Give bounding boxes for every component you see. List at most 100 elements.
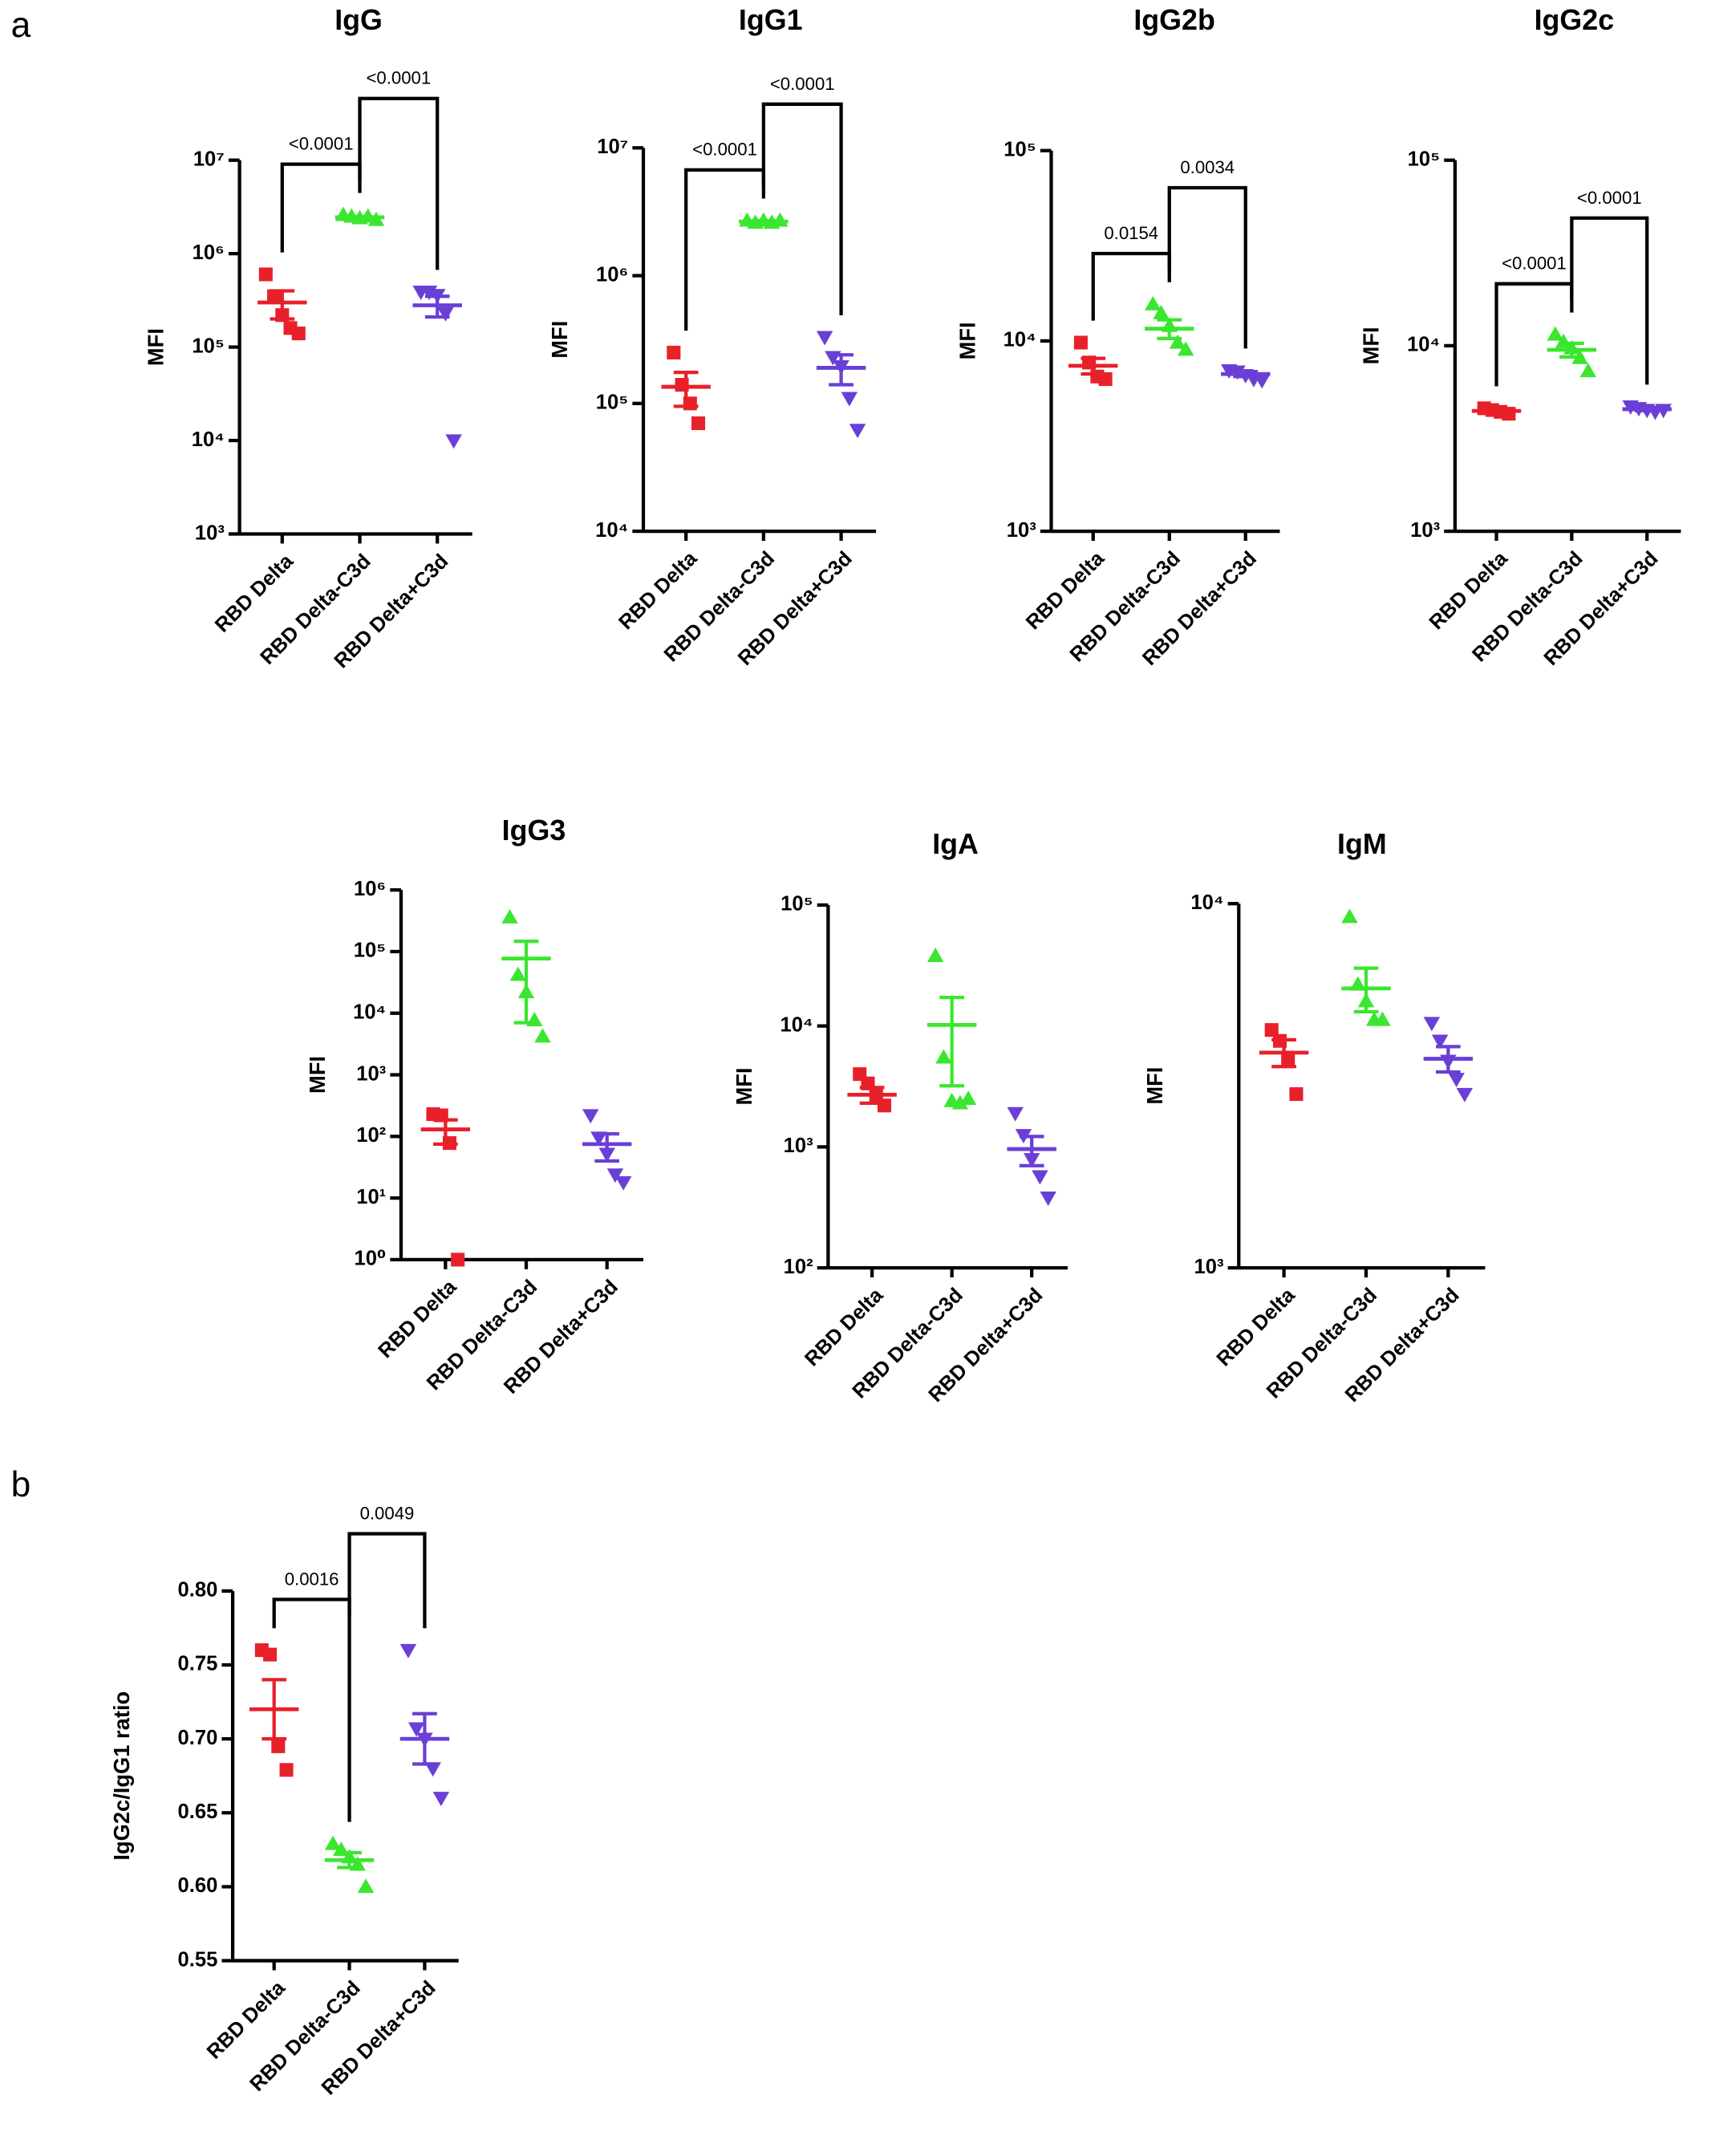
series: [847, 1067, 897, 1113]
comparison-label: 0.0049: [360, 1503, 415, 1523]
y-tick-label: 0.60: [178, 1874, 218, 1897]
chart-title: IgA: [932, 828, 979, 860]
series: [1068, 335, 1118, 387]
y-axis-label: MFI: [143, 328, 168, 366]
y-tick-label: 10³: [1194, 1256, 1224, 1278]
data-point: [951, 1094, 969, 1110]
chart-title: IgG1: [739, 4, 803, 36]
comparison-bracket: [1570, 216, 1649, 385]
data-point: [451, 1253, 465, 1267]
data-point: [534, 1028, 551, 1043]
comparison-bracket: [358, 96, 440, 270]
series: [1471, 401, 1522, 421]
panel-label: a: [11, 6, 31, 45]
error-bar: [829, 353, 853, 387]
comparison-label: 0.0016: [285, 1569, 339, 1589]
data-point: [1264, 1023, 1279, 1037]
y-tick-label: 10³: [356, 1062, 386, 1085]
series: [1259, 1023, 1309, 1102]
data-point: [1448, 1073, 1465, 1088]
y-tick-label: 10⁵: [1003, 138, 1036, 160]
y-tick-label: 10³: [195, 522, 225, 544]
data-point: [935, 1049, 952, 1064]
y-axis-label: MFI: [547, 321, 572, 359]
data-point: [606, 1168, 624, 1184]
error-bar: [270, 289, 295, 321]
y-axis-label: IgG2c/IgG1 ratio: [109, 1691, 134, 1861]
data-point: [1153, 304, 1170, 319]
comparison-label: <0.0001: [770, 74, 835, 94]
y-tick-label: 0.65: [178, 1801, 218, 1823]
y-axis-label: MFI: [305, 1056, 330, 1094]
y-tick-label: 10⁴: [1407, 334, 1440, 356]
y-tick-label: 0.80: [178, 1579, 218, 1602]
data-point: [1374, 1011, 1391, 1026]
error-bar: [594, 1131, 620, 1163]
data-point: [271, 1739, 286, 1753]
y-tick-label: 10⁶: [193, 242, 225, 264]
series: [1145, 295, 1194, 356]
comparison-label: <0.0001: [1502, 254, 1567, 274]
data-point: [582, 1109, 599, 1124]
data-point: [501, 908, 518, 924]
series: [334, 206, 385, 226]
data-point: [1032, 1170, 1048, 1185]
series: [926, 948, 977, 1110]
chart-title: IgM: [1337, 828, 1387, 860]
y-axis-label: MFI: [955, 322, 979, 359]
data-point: [324, 1835, 342, 1850]
comparison-label: <0.0001: [1577, 188, 1642, 208]
chart-title: IgG2b: [1133, 4, 1215, 36]
panel-label: b: [11, 1465, 31, 1504]
comparison-bracket: [684, 168, 766, 331]
data-point: [1145, 295, 1162, 311]
series: [1341, 908, 1391, 1026]
y-tick-label: 10²: [356, 1124, 386, 1147]
series: [816, 331, 866, 439]
comparison-bracket: [280, 162, 362, 253]
data-point: [667, 345, 681, 359]
data-point: [399, 1643, 417, 1659]
series: [1622, 400, 1672, 420]
x-tick-label: RBD Delta: [1213, 1284, 1300, 1371]
series: [249, 1643, 299, 1777]
y-tick-label: 10⁵: [354, 940, 386, 962]
data-point: [267, 289, 282, 303]
data-point: [357, 1878, 375, 1894]
y-tick-label: 10³: [1410, 519, 1440, 542]
data-point: [1341, 908, 1358, 924]
data-point: [437, 307, 454, 322]
y-tick-label: 10⁴: [1003, 329, 1036, 351]
y-tick-label: 10⁷: [193, 148, 225, 170]
data-point: [509, 966, 527, 981]
data-point: [258, 267, 273, 282]
series: [582, 1109, 632, 1191]
series: [399, 1643, 450, 1807]
y-tick-label: 10¹: [356, 1186, 386, 1208]
y-tick-label: 0.70: [178, 1727, 218, 1749]
series: [1423, 1017, 1474, 1102]
y-tick-label: 10³: [1007, 519, 1036, 542]
y-tick-label: 10⁴: [595, 519, 628, 542]
data-point: [1177, 341, 1194, 356]
comparison-label: <0.0001: [692, 140, 757, 160]
chart: IgG2c/IgG1 ratio 0.55 0.60 0.65 0.70 0.75 0.80…: [109, 1503, 459, 2099]
series: [1007, 1106, 1056, 1206]
comparison-bracket: [761, 102, 843, 315]
data-point: [1073, 335, 1088, 350]
data-point: [816, 331, 833, 346]
y-tick-label: 10⁴: [353, 1001, 386, 1024]
series: [739, 212, 789, 229]
error-bar: [513, 939, 539, 1025]
data-point: [279, 1763, 294, 1777]
data-point: [877, 1098, 892, 1113]
chart-title: IgG3: [502, 814, 566, 847]
y-tick-label: 10³: [784, 1135, 813, 1157]
data-point: [1456, 1087, 1474, 1102]
